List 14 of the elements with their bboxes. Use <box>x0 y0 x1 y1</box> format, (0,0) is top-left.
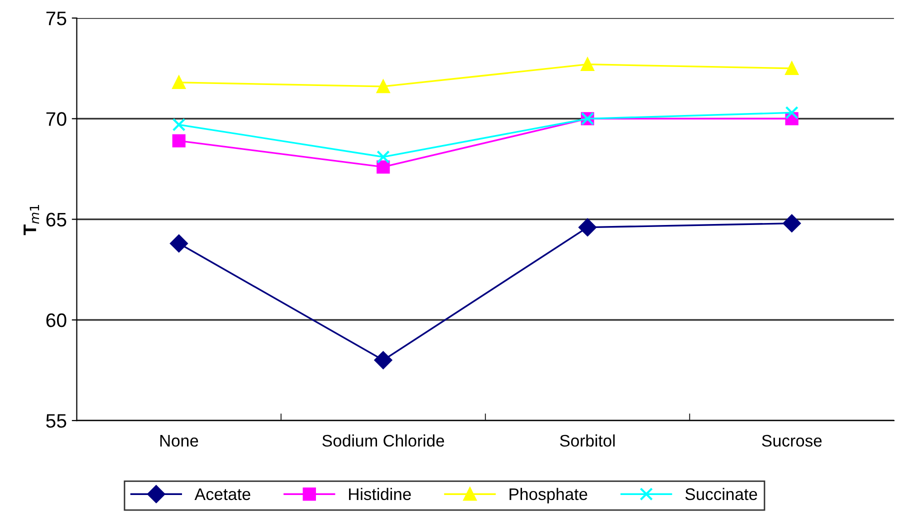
legend-label: Acetate <box>194 488 250 500</box>
y-tick-label: 55 <box>46 414 66 428</box>
y-tick-label: 65 <box>46 212 66 227</box>
x-tick-label: Sodium Chloride <box>322 434 444 447</box>
legend-label: Succinate <box>685 488 758 500</box>
x-tick-label: Sorbitol <box>560 434 615 447</box>
y-tick-label: 75 <box>46 12 66 26</box>
x-tick-label: None <box>160 435 198 447</box>
y-tick-label: 60 <box>46 313 66 328</box>
legend-label: Histidine <box>349 488 411 500</box>
y-tick-label: 70 <box>46 112 66 126</box>
x-tick-label: Sucrose <box>762 434 822 447</box>
legend-label: Phosphate <box>510 488 588 504</box>
y-axis-title: T$_{m1}$ <box>24 204 40 236</box>
